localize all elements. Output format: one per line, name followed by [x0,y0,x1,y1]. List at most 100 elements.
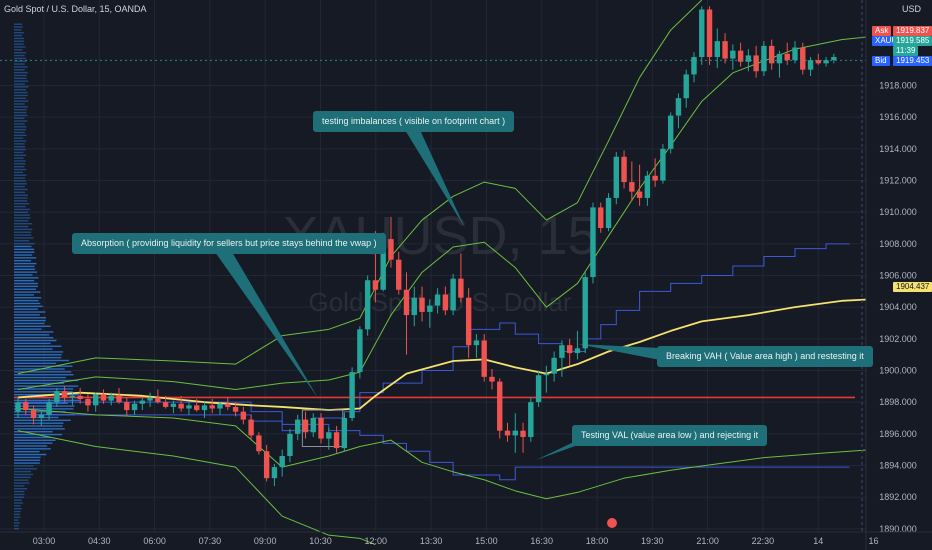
candle-body [38,414,45,418]
time-axis-label: 04:30 [88,536,111,546]
candle-body [162,402,169,407]
profile-bar [14,60,27,62]
candle-body [660,148,666,181]
profile-bar [14,411,66,413]
candle-body [815,60,822,64]
candle-body [139,400,146,404]
candle-body [310,418,316,433]
profile-bar [14,419,71,422]
candle-body [427,305,433,312]
candle-body [543,373,550,376]
profile-bar [14,225,29,228]
callout-val: Testing VAL (value area low ) and reject… [572,425,768,446]
candle-body [629,182,635,192]
candle-body [116,395,122,403]
profile-bar [14,382,64,384]
profile-bar [14,311,46,313]
profile-bar [14,120,28,122]
candle-body [380,239,386,290]
candle-body [776,53,783,64]
candle-body [23,402,29,411]
profile-bar [14,77,27,80]
candle-body [326,432,332,439]
candle-body [271,467,278,479]
lower-band-1 [17,408,873,500]
candle-body [753,55,759,72]
candle-body [61,391,68,398]
time-axis-label: 22:30 [752,536,775,546]
time-axis-label: 16 [868,536,878,546]
time-axis-label: 12:00 [365,536,388,546]
candle-body [714,41,720,57]
profile-bar [14,305,43,308]
candle-body [473,340,480,346]
profile-bar [14,299,39,302]
candle-body [559,345,565,358]
candle-body [170,403,177,407]
profile-bar [14,465,34,467]
profile-bar [14,23,23,25]
profile-bar [14,134,27,137]
profile-bar [14,29,22,31]
profile-bar [14,106,28,108]
profile-bar [14,245,32,248]
profile-bar [14,302,41,305]
candle-body [186,405,192,409]
profile-bar [14,291,41,293]
profile-bar [14,89,27,91]
time-axis-label: 06:00 [143,536,166,546]
time-axis-label: 03:00 [33,536,56,546]
profile-bar [14,257,37,259]
candle-body [706,9,713,57]
candle-body [295,419,301,434]
candle-body [512,430,518,436]
candle-body [124,402,130,411]
bid-label: Bid [875,56,887,65]
last-price-tag: 1919.585 [893,36,932,46]
candle-body [807,60,814,70]
candle-body [574,348,581,354]
candle-body [100,394,107,401]
profile-bar [14,450,40,453]
profile-bar [14,251,35,253]
profile-bar [14,160,26,162]
lower-band-2 [17,430,376,546]
profile-bar [14,71,28,74]
candle-body [699,9,705,57]
candle-body [784,53,790,61]
profile-bar [14,385,79,387]
candle-body [403,289,410,316]
time-axis-label: 13:30 [420,536,443,546]
candle-body [411,297,417,316]
profile-bar [14,519,19,521]
candle-body [279,456,285,468]
profile-bar [14,51,27,54]
profile-bar [14,40,24,42]
profile-bar [14,69,25,71]
candle-body [823,60,829,64]
profile-bar [14,49,23,51]
profile-bar [14,342,51,345]
currency-label: USD [902,4,922,14]
profile-bar [14,507,22,510]
profile-bar [14,43,24,45]
candle-body [225,403,231,407]
profile-bar [14,220,29,222]
profile-bar [14,123,25,125]
profile-bar [14,57,26,60]
upper-band-2 [17,0,703,375]
price-axis-label: 1910.000 [879,207,917,217]
profile-bar [14,83,25,85]
profile-bar [14,180,26,182]
profile-bar [14,137,24,139]
profile-bar [14,416,59,419]
profile-bar [14,37,25,40]
profile-bar [14,336,54,339]
profile-bar [14,148,26,151]
profile-bar [14,445,48,447]
profile-bar [14,74,27,77]
profile-bar [14,488,28,490]
profile-bar [14,279,35,282]
profile-bar [14,468,38,470]
